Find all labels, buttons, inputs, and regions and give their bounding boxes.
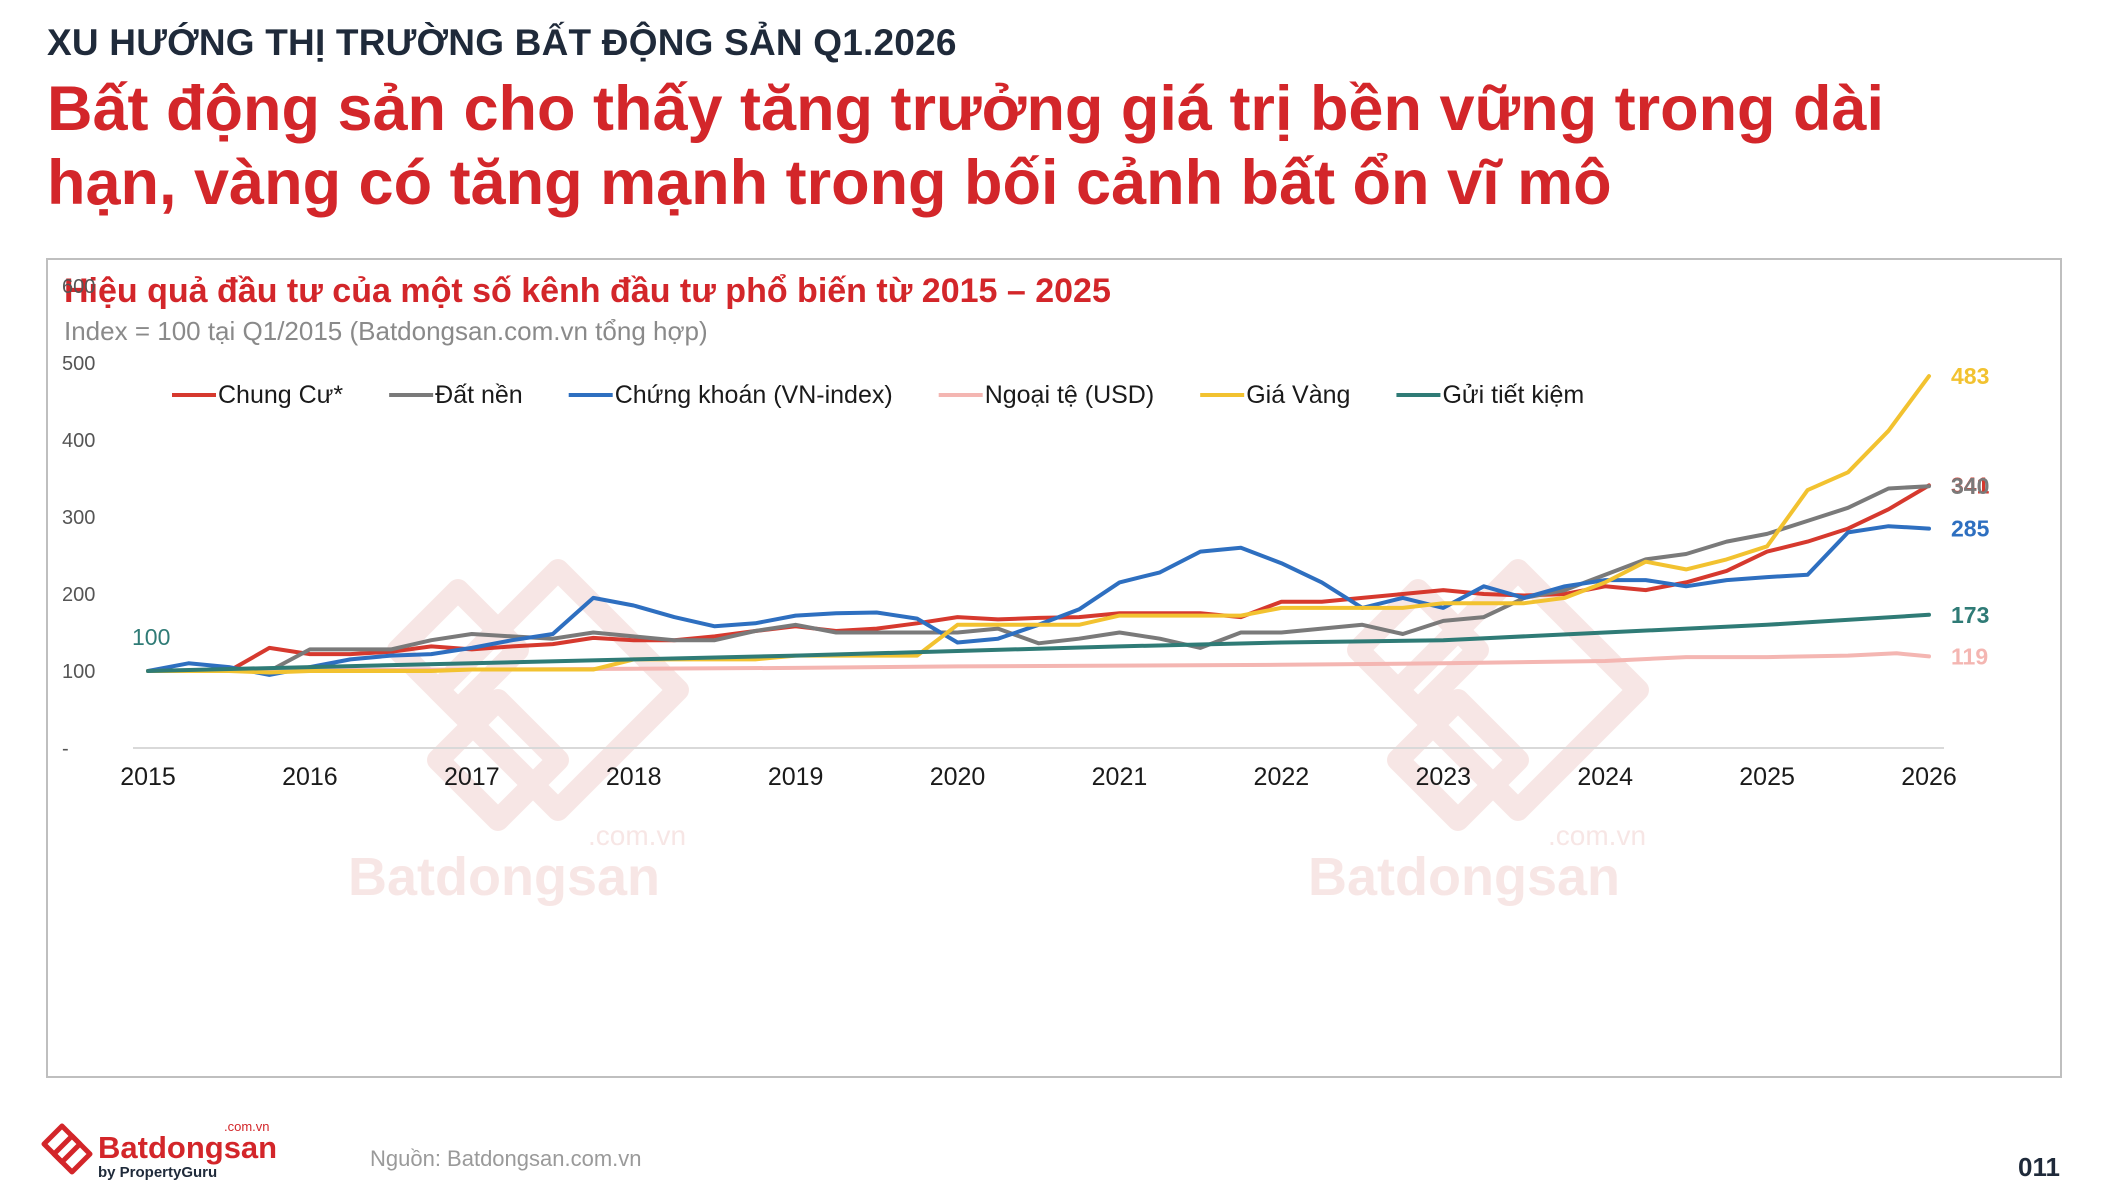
series-line bbox=[146, 612, 1931, 673]
y-tick-label: - bbox=[62, 738, 69, 760]
logo-tagline: by PropertyGuru bbox=[98, 1164, 217, 1180]
page-number: 011 bbox=[2018, 1152, 2060, 1182]
series-line bbox=[146, 484, 1931, 673]
x-tick-label: 2018 bbox=[606, 763, 662, 791]
chart-subtitle: Index = 100 tại Q1/2015 (Batdongsan.com.… bbox=[64, 316, 708, 346]
end-value-label: 340 bbox=[1951, 473, 1989, 499]
watermark-right-text: Batdongsan bbox=[1308, 847, 1620, 907]
x-tick-label: 2021 bbox=[1092, 763, 1148, 791]
legend-label: Đất nền bbox=[435, 381, 523, 409]
legend-label: Giá Vàng bbox=[1246, 381, 1350, 409]
legend-label: Chứng khoán (VN-index) bbox=[615, 381, 893, 409]
end-value-label: 119 bbox=[1951, 643, 1988, 669]
end-value-label: 173 bbox=[1951, 602, 1989, 628]
x-tick-label: 2020 bbox=[930, 763, 986, 791]
end-value-label: 341 bbox=[1951, 472, 1990, 498]
watermark-left-domain: .com.vn bbox=[588, 820, 686, 851]
x-tick-label: 2022 bbox=[1254, 763, 1310, 791]
chart-panel: Batdongsan .com.vn Batdongsan .com.vn Hi… bbox=[46, 258, 2062, 1078]
x-tick-label: 2024 bbox=[1577, 763, 1633, 791]
x-tick-label: 2019 bbox=[768, 763, 824, 791]
y-tick-label: 500 bbox=[62, 353, 95, 375]
chart-title: Hiệu quả đầu tư của một số kênh đầu tư p… bbox=[64, 272, 1111, 310]
series-line bbox=[146, 483, 1931, 673]
y-tick-label: 300 bbox=[62, 507, 95, 529]
y-tick-label: 100 bbox=[62, 661, 95, 683]
y-tick-label: 400 bbox=[62, 430, 95, 452]
x-tick-label: 2026 bbox=[1901, 763, 1957, 791]
source-note: Nguồn: Batdongsan.com.vn bbox=[370, 1146, 642, 1171]
x-tick-label: 2023 bbox=[1415, 763, 1471, 791]
end-value-label: 483 bbox=[1951, 363, 1989, 389]
watermark-left-text: Batdongsan bbox=[348, 847, 660, 907]
line-chart: - 100 200 300 400 500 600 2015 2016 2017 2018 2019 2… bbox=[62, 276, 1990, 791]
y-tick-label: 600 bbox=[62, 276, 95, 298]
end-value-label: 285 bbox=[1951, 516, 1990, 542]
legend-label: Chung Cư* bbox=[218, 381, 343, 409]
x-tick-label: 2015 bbox=[120, 763, 176, 791]
logo-wordmark: Batdongsan bbox=[98, 1130, 277, 1165]
y-tick-label: 200 bbox=[62, 584, 95, 606]
batdongsan-logo: .com.vn Batdongsan by PropertyGuru bbox=[41, 1119, 277, 1180]
x-tick-label: 2017 bbox=[444, 763, 500, 791]
legend-label: Ngoại tệ (USD) bbox=[985, 381, 1155, 409]
legend-label: Gửi tiết kiệm bbox=[1442, 381, 1584, 409]
logo-mark-icon bbox=[41, 1123, 93, 1175]
page-headline: Bất động sản cho thấy tăng trưởng giá tr… bbox=[47, 74, 1885, 218]
x-tick-label: 2016 bbox=[282, 763, 338, 791]
page-kicker: XU HƯỚNG THỊ TRƯỜNG BẤT ĐỘNG SẢN Q1.2026 bbox=[47, 22, 957, 63]
watermark-right-domain: .com.vn bbox=[1548, 820, 1646, 851]
series-line bbox=[146, 374, 1931, 675]
series-line bbox=[146, 524, 1931, 677]
logo-domain: .com.vn bbox=[224, 1119, 270, 1134]
start-value-label: 100 bbox=[132, 624, 170, 650]
x-tick-label: 2025 bbox=[1739, 763, 1795, 791]
